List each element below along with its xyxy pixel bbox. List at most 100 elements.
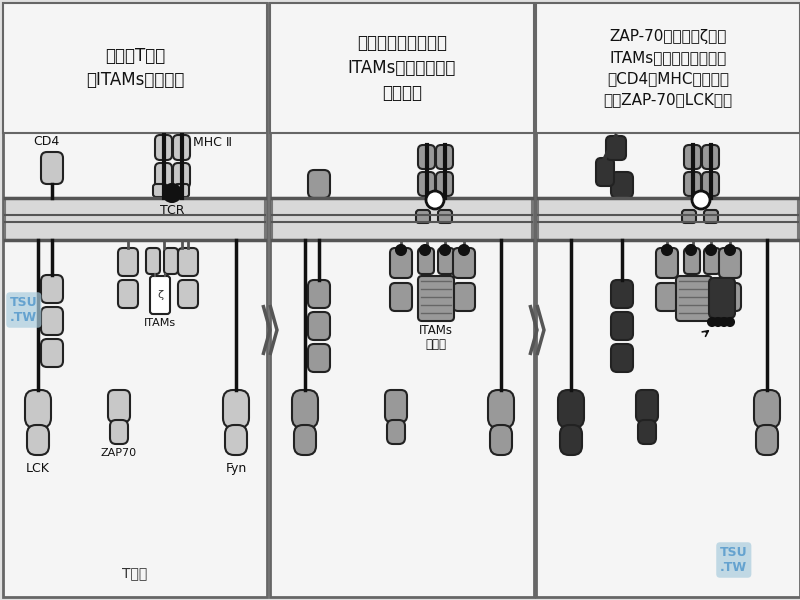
FancyBboxPatch shape: [438, 248, 454, 274]
FancyBboxPatch shape: [756, 425, 778, 455]
FancyBboxPatch shape: [41, 339, 63, 367]
FancyBboxPatch shape: [173, 163, 190, 188]
Circle shape: [440, 245, 450, 255]
Text: ITAMs: ITAMs: [144, 318, 176, 328]
FancyBboxPatch shape: [164, 248, 178, 274]
Bar: [538, 198, 798, 240]
FancyBboxPatch shape: [146, 248, 160, 274]
Bar: [536, 3, 800, 133]
FancyBboxPatch shape: [436, 172, 453, 196]
Circle shape: [662, 245, 672, 255]
FancyBboxPatch shape: [387, 420, 405, 444]
Circle shape: [163, 184, 181, 202]
FancyBboxPatch shape: [709, 278, 735, 318]
FancyBboxPatch shape: [418, 276, 454, 321]
FancyBboxPatch shape: [308, 312, 330, 340]
Text: 休止期T细胞
的ITAMs未磷酸化: 休止期T细胞 的ITAMs未磷酸化: [86, 46, 184, 89]
FancyBboxPatch shape: [225, 425, 247, 455]
Bar: [5, 198, 265, 240]
Circle shape: [726, 318, 734, 326]
FancyBboxPatch shape: [558, 390, 584, 428]
FancyBboxPatch shape: [155, 135, 172, 160]
FancyBboxPatch shape: [702, 172, 719, 196]
Circle shape: [426, 191, 444, 209]
Circle shape: [706, 245, 716, 255]
FancyBboxPatch shape: [719, 283, 741, 311]
FancyBboxPatch shape: [490, 425, 512, 455]
FancyBboxPatch shape: [438, 210, 452, 223]
Text: TSU
.TW: TSU .TW: [720, 546, 748, 574]
FancyBboxPatch shape: [41, 275, 63, 303]
FancyBboxPatch shape: [416, 210, 430, 223]
FancyBboxPatch shape: [676, 276, 712, 321]
FancyBboxPatch shape: [418, 172, 435, 196]
FancyBboxPatch shape: [611, 344, 633, 372]
FancyBboxPatch shape: [453, 248, 475, 278]
Circle shape: [420, 245, 430, 255]
FancyBboxPatch shape: [178, 280, 198, 308]
Circle shape: [396, 245, 406, 255]
FancyBboxPatch shape: [704, 248, 720, 274]
Text: TCR: TCR: [160, 204, 184, 217]
Circle shape: [720, 318, 728, 326]
Circle shape: [708, 318, 716, 326]
FancyBboxPatch shape: [611, 280, 633, 308]
Text: TSU
.TW: TSU .TW: [10, 296, 38, 324]
Text: ζ: ζ: [157, 290, 163, 300]
FancyBboxPatch shape: [385, 390, 407, 422]
FancyBboxPatch shape: [596, 158, 614, 186]
FancyBboxPatch shape: [173, 135, 190, 160]
FancyBboxPatch shape: [390, 248, 412, 278]
Bar: [270, 3, 534, 133]
FancyBboxPatch shape: [704, 210, 718, 223]
FancyBboxPatch shape: [656, 248, 678, 278]
Circle shape: [686, 245, 696, 255]
FancyBboxPatch shape: [150, 276, 170, 314]
Text: Fyn: Fyn: [226, 462, 246, 475]
FancyBboxPatch shape: [153, 184, 167, 197]
FancyBboxPatch shape: [178, 248, 198, 276]
FancyBboxPatch shape: [110, 420, 128, 444]
FancyBboxPatch shape: [684, 248, 700, 274]
FancyBboxPatch shape: [223, 390, 249, 428]
FancyBboxPatch shape: [175, 184, 189, 197]
FancyBboxPatch shape: [656, 283, 678, 311]
Text: ZAP70: ZAP70: [101, 448, 137, 458]
Text: ZAP-70与磷酸化ζ链的
ITAMs结合而被磷酸化，
当CD4与MHC配基结合
时，ZAP-70被LCK激活: ZAP-70与磷酸化ζ链的 ITAMs结合而被磷酸化， 当CD4与MHC配基结合…: [603, 29, 733, 107]
FancyBboxPatch shape: [292, 390, 318, 428]
Bar: [270, 3, 534, 597]
FancyBboxPatch shape: [719, 248, 741, 278]
FancyBboxPatch shape: [611, 172, 633, 198]
FancyBboxPatch shape: [754, 390, 780, 428]
Text: 磷酸化: 磷酸化: [426, 338, 446, 351]
FancyBboxPatch shape: [25, 390, 51, 428]
Text: 配基与受体结合导致
ITAMs被受体相关激
酶磷酸化: 配基与受体结合导致 ITAMs被受体相关激 酶磷酸化: [348, 34, 456, 102]
FancyBboxPatch shape: [684, 172, 701, 196]
FancyBboxPatch shape: [41, 307, 63, 335]
FancyBboxPatch shape: [418, 248, 434, 274]
FancyBboxPatch shape: [27, 425, 49, 455]
Text: CD4: CD4: [33, 135, 59, 148]
FancyBboxPatch shape: [702, 145, 719, 169]
FancyBboxPatch shape: [118, 248, 138, 276]
Circle shape: [459, 245, 469, 255]
FancyBboxPatch shape: [684, 145, 701, 169]
FancyBboxPatch shape: [294, 425, 316, 455]
FancyBboxPatch shape: [636, 390, 658, 422]
FancyBboxPatch shape: [118, 280, 138, 308]
Text: MHC Ⅱ: MHC Ⅱ: [193, 136, 232, 148]
FancyBboxPatch shape: [308, 344, 330, 372]
Bar: [272, 198, 532, 240]
FancyBboxPatch shape: [308, 280, 330, 308]
Text: ITAMs: ITAMs: [419, 324, 453, 337]
FancyBboxPatch shape: [155, 163, 172, 188]
Circle shape: [692, 191, 710, 209]
FancyBboxPatch shape: [436, 145, 453, 169]
FancyBboxPatch shape: [638, 420, 656, 444]
FancyBboxPatch shape: [560, 425, 582, 455]
FancyBboxPatch shape: [418, 145, 435, 169]
Text: LCK: LCK: [26, 462, 50, 475]
Bar: [536, 3, 800, 597]
FancyBboxPatch shape: [606, 136, 626, 160]
Circle shape: [714, 318, 722, 326]
